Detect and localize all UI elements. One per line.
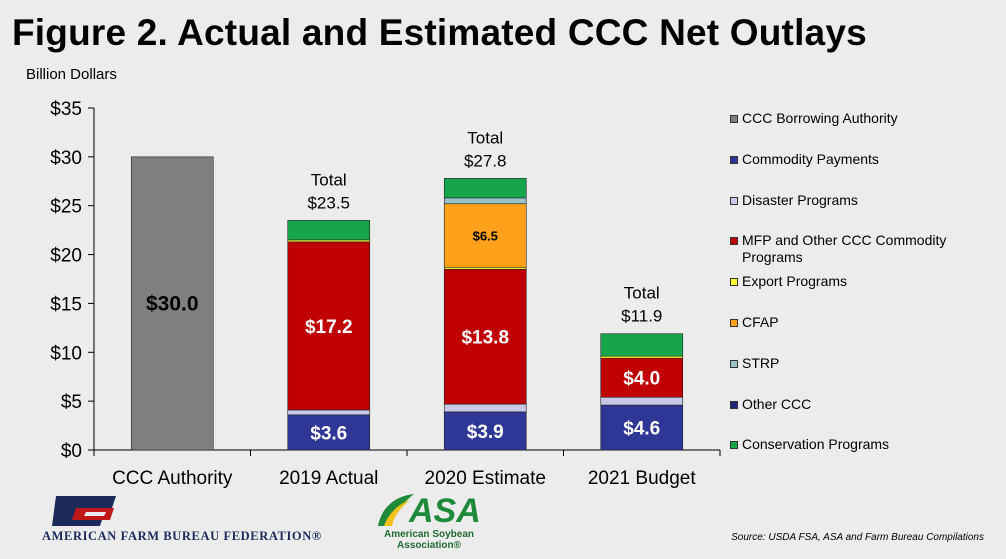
- legend-item: STRP: [730, 355, 992, 372]
- total-title: Total: [467, 128, 503, 147]
- y-axis-units-label: Billion Dollars: [26, 66, 117, 83]
- legend-item: Disaster Programs: [730, 192, 992, 209]
- legend-swatch: [730, 196, 738, 205]
- bar-segment: [443, 178, 527, 199]
- asa-logo: ASA American Soybean Association®: [376, 492, 486, 556]
- bar-segment: [287, 220, 371, 241]
- y-tick-label: $5: [61, 392, 82, 413]
- legend-label: Conservation Programs: [742, 436, 890, 453]
- data-label: $17.2: [305, 317, 353, 338]
- data-label: $4.6: [623, 419, 660, 440]
- asa-wordmark: ASA: [409, 492, 481, 530]
- legend-swatch: [730, 237, 738, 246]
- legend-label: Export Programs: [742, 273, 848, 290]
- legend-item: Conservation Programs: [730, 436, 992, 453]
- legend-swatch: [730, 359, 738, 368]
- total-value: $11.9: [621, 307, 662, 326]
- bar-segment: [443, 411, 527, 451]
- legend-label: CCC Borrowing Authority: [742, 110, 898, 126]
- legend-item: MFP and Other CCC Commodity Programs: [730, 232, 992, 266]
- y-tick-label: $25: [50, 197, 82, 218]
- legend-item: CCC Borrowing Authority: [730, 110, 992, 127]
- legend-item: Commodity Payments: [730, 151, 992, 168]
- asa-leaf-icon: [378, 494, 414, 526]
- y-tick-label: $10: [50, 343, 82, 364]
- data-label: $6.5: [473, 229, 498, 244]
- x-tick-label: 2021 Budget: [588, 468, 696, 489]
- bar-segment: [600, 357, 684, 398]
- bar-segment: [600, 404, 684, 451]
- bar-segment: [443, 403, 527, 413]
- legend-item: Other CCC: [730, 396, 992, 413]
- data-label: $4.0: [623, 369, 660, 390]
- legend-item: CFAP: [730, 314, 992, 331]
- legend-swatch: [730, 400, 738, 409]
- x-tick-label: 2019 Actual: [279, 468, 378, 489]
- legend-label: CFAP: [742, 314, 779, 330]
- legend-label: STRP: [742, 354, 780, 371]
- bar-segment: [443, 197, 527, 205]
- afbf-mark-icon: [52, 496, 116, 526]
- y-tick-label: $15: [50, 294, 82, 315]
- figure-title: Figure 2. Actual and Estimated CCC Net O…: [12, 12, 867, 53]
- bar-segment: [600, 396, 684, 406]
- x-tick-label: CCC Authority: [112, 468, 233, 489]
- x-tick-label: 2020 Estimate: [425, 468, 546, 489]
- y-tick-label: $35: [50, 99, 82, 120]
- legend-swatch: [730, 115, 738, 123]
- afbf-name: AMERICAN FARM BUREAU FEDERATION®: [42, 529, 322, 543]
- y-tick-label: $0: [61, 441, 82, 462]
- data-label: $13.8: [461, 328, 509, 349]
- legend-label: Commodity Payments: [742, 150, 879, 167]
- total-value: $27.8: [464, 151, 507, 170]
- legend-swatch: [730, 441, 738, 450]
- legend-label: Disaster Programs: [742, 191, 858, 208]
- bar-segment: [443, 203, 527, 268]
- legend-swatch: [730, 319, 738, 327]
- bar-segment: [600, 333, 684, 357]
- data-label: $30.0: [146, 292, 199, 315]
- legend-label: MFP and Other CCC Commodity Programs: [742, 232, 947, 266]
- legend-swatch: [730, 155, 738, 164]
- bar-segment: [130, 156, 214, 451]
- legend-item: Export Programs: [730, 273, 992, 290]
- source-note: Source: USDA FSA, ASA and Farm Bureau Co…: [731, 532, 984, 543]
- data-label: $3.6: [310, 423, 347, 444]
- bar-segment: [287, 414, 371, 451]
- afbf-logo: AMERICAN FARM BUREAU FEDERATION®: [42, 494, 362, 550]
- legend-swatch: [730, 278, 738, 287]
- data-label: $3.9: [467, 422, 504, 443]
- y-tick-label: $30: [50, 148, 82, 169]
- y-tick-label: $20: [50, 246, 82, 267]
- total-value: $23.5: [307, 193, 350, 212]
- bar-segment: [443, 268, 527, 405]
- asa-subtitle: American Soybean Association®: [383, 529, 475, 551]
- total-title: Total: [311, 170, 347, 189]
- bar-segment: [287, 241, 371, 411]
- legend-label: Other CCC: [742, 395, 812, 412]
- bar-segment: [287, 409, 371, 416]
- total-title: Total: [624, 284, 660, 303]
